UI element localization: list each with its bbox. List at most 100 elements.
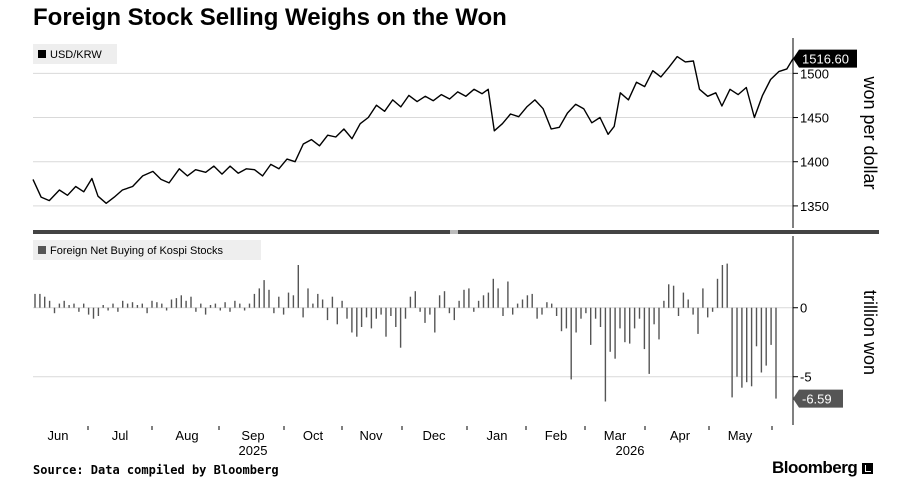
flow-bar: [365, 307, 368, 318]
flow-bar: [736, 307, 738, 377]
flow-bar: [614, 307, 616, 359]
flow-bar: [117, 307, 119, 312]
y-axis-label: won per dollar: [860, 75, 880, 189]
flow-bar: [165, 307, 168, 311]
flow-bar: [248, 303, 251, 308]
flow-bar: [131, 302, 134, 308]
flow-bar: [341, 300, 343, 308]
y-tick-label: 1350: [800, 199, 829, 214]
flow-bar: [536, 307, 538, 319]
flow-bar: [477, 300, 480, 308]
flow-bar: [575, 307, 577, 333]
last-value-label: 1516.60: [802, 52, 849, 67]
flow-bar: [321, 299, 324, 308]
flow-bar: [541, 307, 543, 315]
flow-bar: [234, 300, 236, 308]
flow-bar: [702, 288, 704, 308]
flow-bar: [609, 307, 611, 352]
flow-bar: [239, 303, 241, 308]
flow-bar: [555, 307, 558, 316]
flow-bar: [419, 307, 421, 312]
flow-bar: [682, 292, 685, 308]
flow-bar: [151, 300, 153, 308]
flow-bar: [87, 307, 90, 315]
flow-bar: [648, 307, 650, 374]
flow-bar: [487, 292, 490, 308]
flow-bar: [721, 265, 724, 308]
bloomberg-logo: Bloomberg: [772, 458, 874, 478]
x-axis: Jun Jul Aug Sep Oct Nov Dec Jan Feb Mar Apr May 2025…: [48, 426, 773, 458]
flow-bar: [707, 307, 709, 318]
flow-bar: [599, 307, 602, 327]
flow-bar: [214, 303, 217, 308]
flow-bar: [760, 307, 763, 373]
flow-bar: [512, 307, 514, 315]
year-label: 2026: [616, 443, 645, 458]
flow-bar: [429, 307, 431, 315]
x-tick-label: May: [728, 428, 753, 443]
flow-bar: [404, 307, 407, 319]
flow-bar: [185, 300, 187, 308]
flow-bar: [692, 307, 694, 315]
y-tick-label: 1450: [800, 111, 829, 126]
flow-bar: [161, 303, 163, 308]
flow-bar: [170, 299, 173, 308]
flow-bar: [229, 307, 231, 312]
flow-bar: [531, 293, 533, 308]
flow-bar: [63, 300, 65, 308]
flow-bar: [78, 307, 80, 312]
flow-bar: [624, 307, 626, 343]
flow-bar: [663, 300, 665, 308]
flow-bar: [175, 298, 178, 308]
flow-bar: [594, 307, 597, 319]
flow-bar: [39, 293, 41, 308]
x-tick-label: Jul: [112, 428, 129, 443]
flow-bar: [438, 295, 441, 308]
flow-bar: [424, 307, 426, 323]
flow-bar: [629, 307, 631, 344]
flow-bar: [180, 295, 182, 308]
flow-bar: [482, 295, 485, 308]
flow-bar: [590, 307, 592, 345]
flow-bar: [741, 307, 743, 388]
legend-box: [33, 240, 261, 260]
flow-bar: [68, 305, 70, 308]
flow-bar: [370, 307, 373, 329]
flow-bar: [317, 293, 319, 308]
flow-bar: [122, 300, 124, 308]
flow-bar: [380, 307, 382, 315]
divider-handle: [450, 230, 458, 234]
flow-bar: [619, 307, 621, 329]
y-tick-label: 1500: [800, 66, 829, 81]
flow-bar: [434, 307, 436, 333]
flow-bar: [190, 296, 192, 308]
x-tick-label: Mar: [604, 428, 627, 443]
flow-bar: [356, 307, 358, 337]
flow-bar: [200, 303, 202, 308]
flow-bar: [141, 303, 143, 308]
x-tick-label: Feb: [545, 428, 567, 443]
flow-bar: [565, 307, 568, 329]
flow-bar: [463, 289, 465, 308]
flow-bar: [224, 302, 226, 308]
flow-bar: [287, 292, 290, 308]
y-tick-label: -5: [800, 370, 812, 385]
flow-bar: [711, 307, 714, 312]
flow-bar: [750, 307, 753, 387]
flow-bar: [112, 303, 114, 308]
flow-bar: [468, 288, 470, 308]
flow-bar: [643, 307, 646, 350]
legend-label: Foreign Net Buying of Kospi Stocks: [50, 245, 224, 257]
y-tick-label: 1400: [800, 155, 829, 170]
flow-bar: [219, 307, 221, 311]
flow-bar: [448, 307, 451, 314]
terminal-icon: [862, 463, 874, 474]
flow-bar: [580, 307, 582, 319]
flow-bar: [73, 303, 75, 308]
flow-bar: [375, 307, 377, 319]
flow-bar: [282, 307, 285, 315]
flow-bar: [399, 307, 402, 348]
flow-bar: [92, 307, 95, 319]
flow-bar: [204, 307, 207, 315]
